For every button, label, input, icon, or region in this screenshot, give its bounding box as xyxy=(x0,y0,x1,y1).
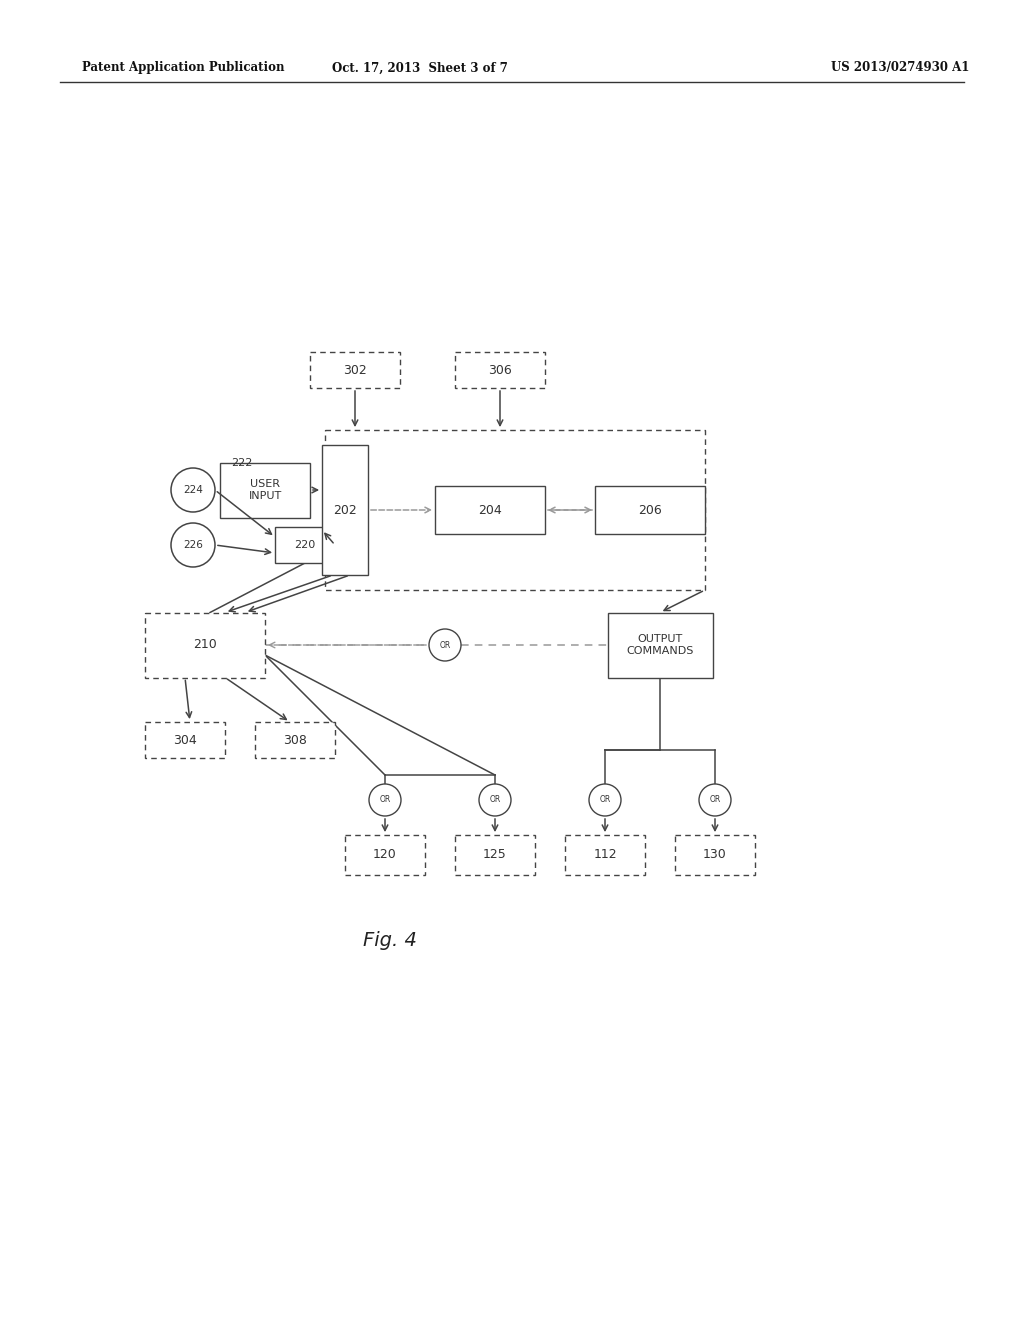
Bar xyxy=(435,486,545,535)
Bar xyxy=(455,352,545,388)
Bar xyxy=(565,836,645,875)
Text: 226: 226 xyxy=(183,540,203,550)
Text: 125: 125 xyxy=(483,849,507,862)
Text: 306: 306 xyxy=(488,363,512,376)
Text: Oct. 17, 2013  Sheet 3 of 7: Oct. 17, 2013 Sheet 3 of 7 xyxy=(332,62,508,74)
Bar xyxy=(310,352,400,388)
Text: 130: 130 xyxy=(703,849,727,862)
Text: 210: 210 xyxy=(194,639,217,652)
Circle shape xyxy=(171,523,215,568)
Text: USER
INPUT: USER INPUT xyxy=(249,479,282,500)
Bar xyxy=(322,445,368,576)
Text: OR: OR xyxy=(710,796,721,804)
Bar xyxy=(145,722,225,758)
Text: 206: 206 xyxy=(638,503,662,516)
Text: OR: OR xyxy=(489,796,501,804)
Text: OR: OR xyxy=(599,796,610,804)
Text: 120: 120 xyxy=(373,849,397,862)
Text: 302: 302 xyxy=(343,363,367,376)
Bar xyxy=(145,612,265,677)
Text: Patent Application Publication: Patent Application Publication xyxy=(82,62,285,74)
Text: 222: 222 xyxy=(231,458,253,469)
Bar xyxy=(607,612,713,677)
Circle shape xyxy=(589,784,621,816)
Text: US 2013/0274930 A1: US 2013/0274930 A1 xyxy=(830,62,969,74)
Text: 304: 304 xyxy=(173,734,197,747)
Bar xyxy=(455,836,535,875)
Bar xyxy=(255,722,335,758)
Text: 202: 202 xyxy=(333,503,357,516)
Circle shape xyxy=(429,630,461,661)
Circle shape xyxy=(171,469,215,512)
Bar xyxy=(275,527,335,564)
Bar xyxy=(345,836,425,875)
Bar xyxy=(675,836,755,875)
Text: 308: 308 xyxy=(283,734,307,747)
Text: 204: 204 xyxy=(478,503,502,516)
Bar xyxy=(595,486,705,535)
Text: OR: OR xyxy=(439,640,451,649)
Circle shape xyxy=(369,784,401,816)
Text: 224: 224 xyxy=(183,484,203,495)
Text: OUTPUT
COMMANDS: OUTPUT COMMANDS xyxy=(627,634,693,656)
Bar xyxy=(220,462,310,517)
Circle shape xyxy=(699,784,731,816)
Text: Fig. 4: Fig. 4 xyxy=(364,931,417,949)
Text: OR: OR xyxy=(379,796,390,804)
Bar xyxy=(325,430,705,590)
Text: 112: 112 xyxy=(593,849,616,862)
Text: 220: 220 xyxy=(294,540,315,550)
Circle shape xyxy=(479,784,511,816)
